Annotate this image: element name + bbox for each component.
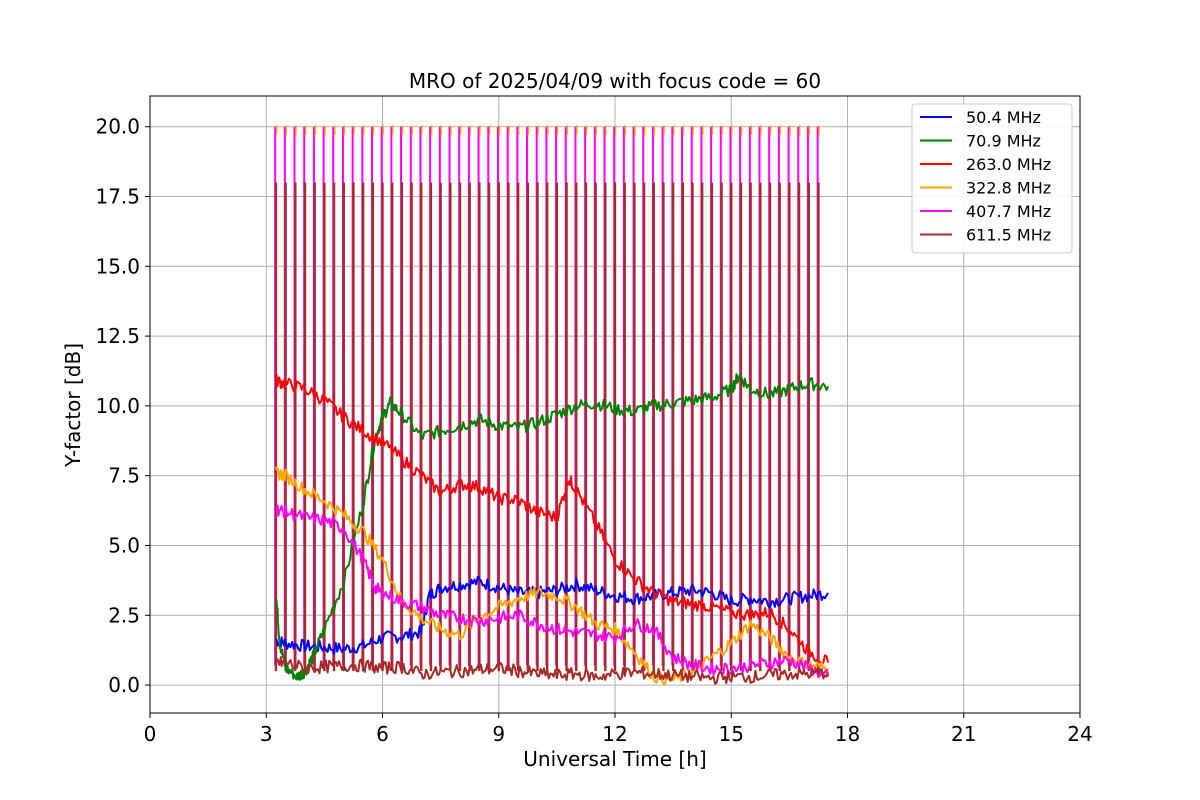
y-axis-label: Y-factor [dB]	[61, 343, 85, 468]
series-line-263-0-mhz	[274, 374, 830, 664]
legend-entry: 407.7 MHz	[966, 202, 1051, 221]
legend-entry: 322.8 MHz	[966, 179, 1051, 198]
x-tick-label: 15	[719, 722, 744, 746]
y-tick-label: 17.5	[95, 185, 140, 209]
x-tick-label: 9	[492, 722, 505, 746]
x-axis-label: Universal Time [h]	[523, 747, 706, 771]
series-lines	[274, 373, 830, 685]
x-tick-label: 24	[1067, 722, 1092, 746]
chart-title: MRO of 2025/04/09 with focus code = 60	[409, 69, 821, 93]
x-tick-label: 0	[144, 722, 157, 746]
legend-entry: 70.9 MHz	[966, 132, 1041, 151]
legend-entry: 263.0 MHz	[966, 155, 1051, 174]
series-line-407-7-mhz	[275, 504, 830, 679]
y-axis-ticks: 0.0 2.5 5.0 7.5 10.0 12.5 15.0 17.5 20.0	[95, 115, 150, 697]
y-tick-label: 0.0	[108, 673, 140, 697]
x-tick-label: 12	[602, 722, 627, 746]
series-line-322-8-mhz	[274, 466, 830, 685]
y-tick-label: 5.0	[108, 533, 140, 557]
y-tick-label: 20.0	[95, 115, 140, 139]
legend: 50.4 MHz 70.9 MHz 263.0 MHz 322.8 MHz 40…	[911, 103, 1073, 254]
x-tick-label: 21	[951, 722, 976, 746]
y-tick-label: 2.5	[108, 603, 140, 627]
y-tick-label: 10.0	[95, 394, 140, 418]
x-tick-label: 3	[260, 722, 273, 746]
series-line-70-9-mhz	[274, 373, 830, 681]
y-tick-label: 7.5	[108, 464, 140, 488]
x-axis-ticks: 0 3 6 9 12 15 18 21 24	[144, 713, 1093, 746]
legend-entry: 50.4 MHz	[966, 108, 1041, 127]
series-line-611-5-mhz	[274, 656, 830, 685]
y-tick-label: 15.0	[95, 254, 140, 278]
y-tick-label: 12.5	[95, 324, 140, 348]
legend-entry: 611.5 MHz	[966, 226, 1051, 245]
x-tick-label: 6	[376, 722, 389, 746]
x-tick-label: 18	[835, 722, 860, 746]
